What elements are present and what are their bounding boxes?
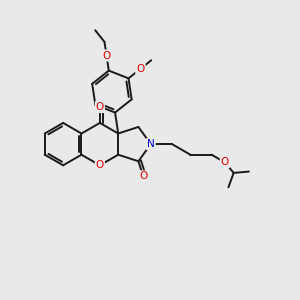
Text: N: N — [147, 139, 155, 149]
Text: O: O — [102, 50, 111, 61]
Text: N: N — [147, 139, 155, 149]
Text: O: O — [221, 157, 229, 167]
Text: O: O — [96, 160, 104, 170]
Text: O: O — [136, 64, 145, 74]
Text: O: O — [102, 50, 111, 61]
Text: O: O — [221, 157, 229, 167]
Text: O: O — [96, 102, 104, 112]
Text: O: O — [136, 64, 145, 74]
Text: O: O — [139, 171, 147, 182]
Text: O: O — [139, 171, 147, 182]
Text: O: O — [96, 160, 104, 170]
Text: O: O — [96, 102, 104, 112]
